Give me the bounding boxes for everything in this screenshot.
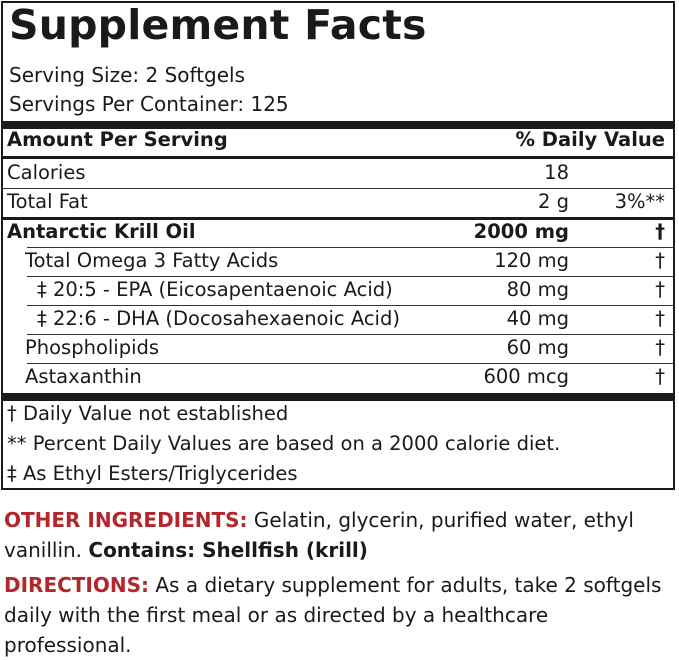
nutrient-name: ‡ 20:5 - EPA (Eicosapentaenoic Acid): [37, 278, 393, 301]
table-row: ‡ 22:6 - DHA (Docosahexaenoic Acid) 40 m…: [3, 305, 673, 334]
nutrient-dv: †: [655, 336, 665, 359]
nutrient-amount: 2000 mg: [473, 220, 569, 243]
nutrient-amount: 18: [544, 161, 569, 184]
table-row: Phospholipids 60 mg †: [3, 334, 673, 363]
other-ingredients-label: OTHER INGREDIENTS:: [4, 508, 248, 532]
serving-size: Serving Size: 2 Softgels: [9, 63, 246, 87]
supplement-facts-panel: Supplement Facts Serving Size: 2 Softgel…: [1, 1, 675, 490]
header-divider: [3, 156, 673, 159]
nutrient-amount: 80 mg: [506, 278, 569, 301]
directions: DIRECTIONS: As a dietary supplement for …: [4, 570, 676, 660]
footnote-percent-dv: ** Percent Daily Values are based on a 2…: [7, 432, 561, 455]
nutrient-dv: †: [655, 307, 665, 330]
table-row: Astaxanthin 600 mcg †: [3, 363, 673, 392]
allergen-contains: Contains: Shellfish (krill): [88, 538, 368, 562]
table-row: ‡ 20:5 - EPA (Eicosapentaenoic Acid) 80 …: [3, 276, 673, 305]
row-divider: [27, 334, 673, 335]
servings-per-container: Servings Per Container: 125: [9, 92, 289, 116]
nutrient-dv: †: [655, 365, 665, 388]
directions-text: As a dietary supplement for adults, take…: [4, 573, 662, 657]
nutrient-name: Total Fat: [7, 190, 88, 213]
thick-divider-bottom: [3, 393, 673, 401]
nutrient-dv: †: [655, 220, 665, 243]
nutrient-name: Astaxanthin: [25, 365, 142, 388]
row-divider: [27, 363, 673, 364]
nutrient-amount: 60 mg: [506, 336, 569, 359]
amount-per-serving-header: Amount Per Serving: [7, 128, 228, 151]
table-row: Total Fat 2 g 3%**: [3, 188, 673, 217]
other-ingredients-text: Gelatin, glycerin, purified water, ethyl…: [4, 508, 634, 562]
table-row: Antarctic Krill Oil 2000 mg †: [3, 218, 673, 247]
thick-divider-top: [3, 121, 673, 129]
row-divider: [27, 276, 673, 277]
row-divider: [27, 305, 673, 306]
table-row: Total Omega 3 Fatty Acids 120 mg †: [3, 247, 673, 276]
daily-value-header: % Daily Value: [515, 128, 665, 151]
nutrient-amount: 40 mg: [506, 307, 569, 330]
nutrient-name: Calories: [7, 161, 86, 184]
nutrient-name: ‡ 22:6 - DHA (Docosahexaenoic Acid): [37, 307, 400, 330]
nutrient-amount: 2 g: [538, 190, 569, 213]
table-header-row: Amount Per Serving % Daily Value: [3, 126, 673, 155]
footnote-double-dagger: ‡ As Ethyl Esters/Triglycerides: [7, 462, 298, 485]
row-divider: [27, 247, 673, 248]
nutrient-name: Antarctic Krill Oil: [7, 220, 196, 243]
nutrient-name: Phospholipids: [25, 336, 160, 359]
directions-label: DIRECTIONS:: [4, 573, 150, 597]
row-divider: [3, 188, 673, 189]
nutrient-dv: †: [655, 278, 665, 301]
section-divider: [3, 217, 673, 220]
other-ingredients: OTHER INGREDIENTS: Gelatin, glycerin, pu…: [4, 505, 676, 565]
nutrient-amount: 120 mg: [494, 249, 569, 272]
nutrient-dv: 3%**: [614, 190, 665, 213]
footnote-dagger: † Daily Value not established: [7, 402, 289, 425]
nutrient-amount: 600 mcg: [483, 365, 569, 388]
table-row: Calories 18: [3, 159, 673, 188]
nutrient-dv: †: [655, 249, 665, 272]
panel-title: Supplement Facts: [9, 1, 427, 49]
nutrient-name: Total Omega 3 Fatty Acids: [25, 249, 279, 272]
